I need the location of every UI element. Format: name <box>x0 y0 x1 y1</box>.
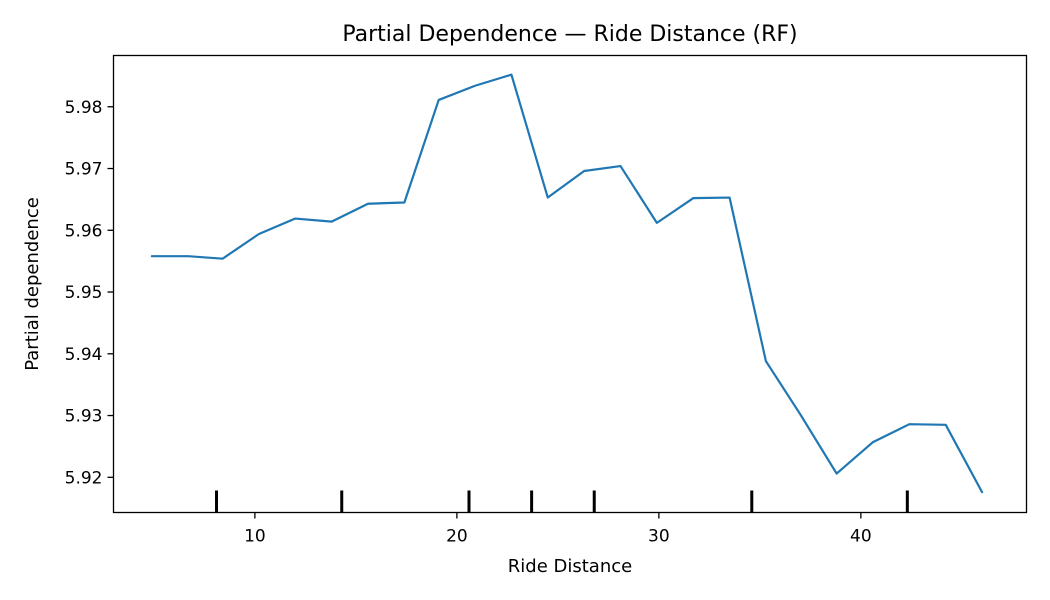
y-tick-label: 5.96 <box>65 221 103 241</box>
x-tick-label: 20 <box>446 527 468 547</box>
y-axis-ticks: 5.92 5.93 5.94 5.95 5.96 5.97 5.98 <box>65 98 114 488</box>
x-axis-label: Ride Distance <box>508 556 632 577</box>
rug-marks <box>215 490 909 513</box>
y-tick-label: 5.97 <box>65 160 103 180</box>
x-tick-label: 30 <box>648 527 670 547</box>
pd-series-line-0 <box>150 73 984 494</box>
chart-title: Partial Dependence — Ride Distance (RF) <box>342 22 797 47</box>
x-tick-label: 40 <box>850 527 872 547</box>
series-lines <box>150 73 984 494</box>
y-axis-label: Partial dependence <box>22 197 43 371</box>
y-tick-label: 5.93 <box>65 407 103 427</box>
plot-frame <box>112 54 1028 514</box>
y-tick-label: 5.95 <box>65 283 103 303</box>
x-axis-ticks: 10 20 30 40 <box>244 512 872 547</box>
x-tick-label: 10 <box>244 527 266 547</box>
y-tick-label: 5.92 <box>65 468 103 488</box>
y-tick-label: 5.98 <box>65 98 103 118</box>
y-tick-label: 5.94 <box>65 345 103 365</box>
